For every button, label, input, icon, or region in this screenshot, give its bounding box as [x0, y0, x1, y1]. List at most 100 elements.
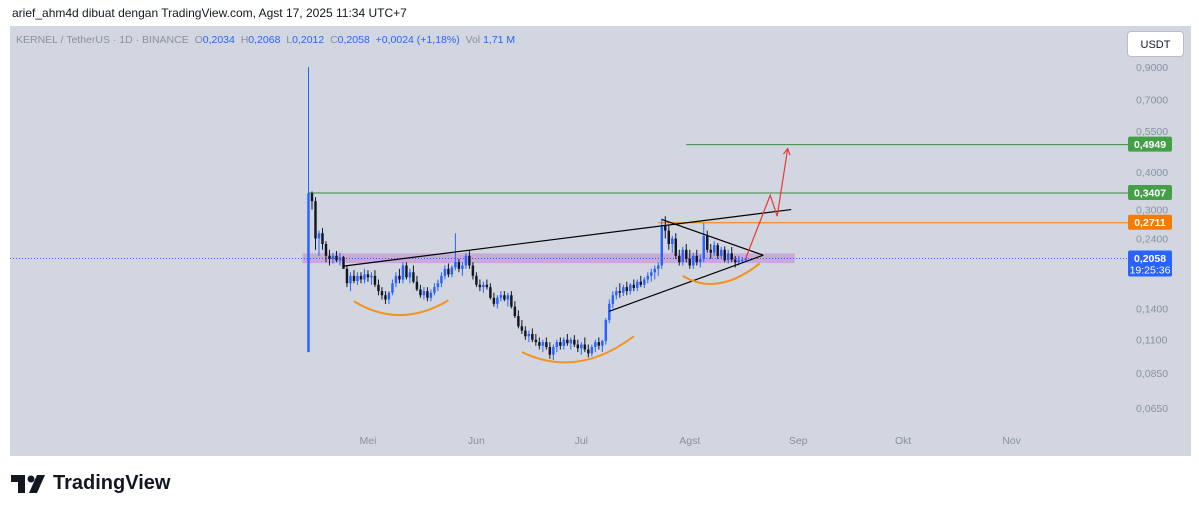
- projection-path: [745, 148, 789, 259]
- candle-body: [510, 295, 513, 307]
- candle-body: [594, 342, 597, 348]
- candle-body: [478, 284, 482, 288]
- candle-body: [422, 291, 426, 296]
- price-label-0-4949: 0,4949: [1134, 139, 1166, 151]
- candle-body: [569, 339, 573, 344]
- candle-body: [699, 258, 702, 263]
- candle-body: [447, 268, 450, 275]
- price-tick-label: 0,5500: [1136, 126, 1168, 138]
- price-tick-label: 0,3000: [1136, 205, 1168, 217]
- candle-body: [587, 349, 590, 354]
- candle-body: [741, 259, 744, 261]
- accumulation-zone-layer: [302, 253, 795, 264]
- symbol-name: KERNEL / TetherUS · 1D · BINANCE: [16, 34, 189, 46]
- close-value: 0,2058: [337, 34, 370, 46]
- candle-body: [370, 275, 373, 278]
- price-label-0-3407-bg: [1128, 185, 1172, 201]
- time-tick-label: Agst: [679, 435, 700, 447]
- price-change: +0,0024 (+1,18%): [375, 34, 460, 46]
- close-label: C: [330, 34, 338, 46]
- candle-body: [363, 274, 366, 280]
- candle-body: [408, 272, 412, 278]
- candle-body: [685, 249, 688, 259]
- candle-body: [384, 295, 387, 300]
- candle-body: [310, 193, 314, 202]
- chart-area[interactable]: [10, 26, 1191, 456]
- price-tick-label: 0,1100: [1136, 335, 1167, 347]
- candle-body: [688, 258, 691, 266]
- candle-body: [317, 233, 321, 239]
- candle-body: [552, 347, 555, 355]
- candle-body: [461, 265, 464, 269]
- candle-body: [520, 326, 524, 331]
- candle-body: [415, 281, 419, 290]
- current-price-label-countdown: 19:25:36: [1130, 264, 1171, 276]
- high-value: 0,2068: [248, 34, 281, 46]
- candle-body: [503, 295, 506, 300]
- rising-trendline: [343, 208, 792, 267]
- candle-body: [394, 275, 398, 284]
- candle-body: [443, 268, 447, 276]
- candle-body: [433, 287, 436, 293]
- candle-body: [331, 255, 335, 259]
- candle-body: [359, 275, 363, 280]
- candle-body: [387, 292, 391, 300]
- triangle-lower-line: [609, 254, 764, 312]
- candle-body: [674, 238, 677, 256]
- candle-body: [667, 230, 670, 245]
- candle-body: [615, 291, 618, 296]
- candle-body: [562, 339, 566, 346]
- candle-body: [653, 268, 657, 273]
- candle-body: [744, 258, 747, 260]
- high-label: H: [240, 34, 249, 46]
- candle-body: [534, 339, 538, 343]
- candle-body: [608, 303, 611, 321]
- candle-body: [426, 291, 429, 298]
- time-tick-label: Jul: [575, 435, 588, 447]
- candle-body: [639, 281, 643, 285]
- candle-body: [482, 284, 485, 288]
- candle-body: [412, 272, 415, 282]
- open-label: O: [194, 34, 203, 46]
- candle-body: [468, 255, 471, 266]
- candle-body: [373, 275, 377, 285]
- drawings-layer: [343, 147, 792, 364]
- candle-body: [524, 330, 527, 337]
- price-tick-label: 0,0850: [1136, 368, 1168, 380]
- time-tick-label: Jun: [468, 435, 485, 447]
- candle-body: [657, 265, 660, 269]
- currency-button[interactable]: USDT: [1127, 31, 1184, 57]
- candle-body: [643, 279, 646, 285]
- candle-body: [436, 283, 440, 288]
- candle-body: [723, 249, 726, 261]
- candle-body: [716, 245, 719, 256]
- candle-body: [681, 249, 684, 263]
- candle-body: [345, 268, 349, 284]
- candle-body: [314, 201, 317, 239]
- candle-body: [727, 253, 730, 261]
- time-tick-label: Nov: [1002, 435, 1021, 447]
- price-label-0-3407: 0,3407: [1134, 188, 1166, 200]
- candle-body: [464, 255, 468, 266]
- candle-body: [730, 253, 733, 260]
- candle-body: [632, 284, 636, 288]
- candle-body: [555, 342, 559, 348]
- candle-body: [398, 275, 401, 280]
- tradingview-logo[interactable]: TradingView: [11, 472, 170, 495]
- candle-body: [695, 255, 698, 263]
- candle-body: [650, 272, 653, 276]
- candle-body: [566, 339, 569, 344]
- symbol-info: KERNEL / TetherUS · 1D · BINANCE O0,2034…: [16, 34, 515, 46]
- candle-body: [366, 274, 370, 278]
- candle-body: [720, 249, 723, 256]
- candle-body: [604, 320, 608, 341]
- candle-body: [419, 289, 422, 296]
- candle-body: [576, 344, 580, 349]
- horizontal-levels-layer: [10, 144, 1128, 259]
- candle-body: [646, 275, 650, 280]
- price-tick-label: 0,7000: [1136, 95, 1168, 107]
- candle-body: [541, 342, 545, 346]
- candle-body: [356, 275, 359, 281]
